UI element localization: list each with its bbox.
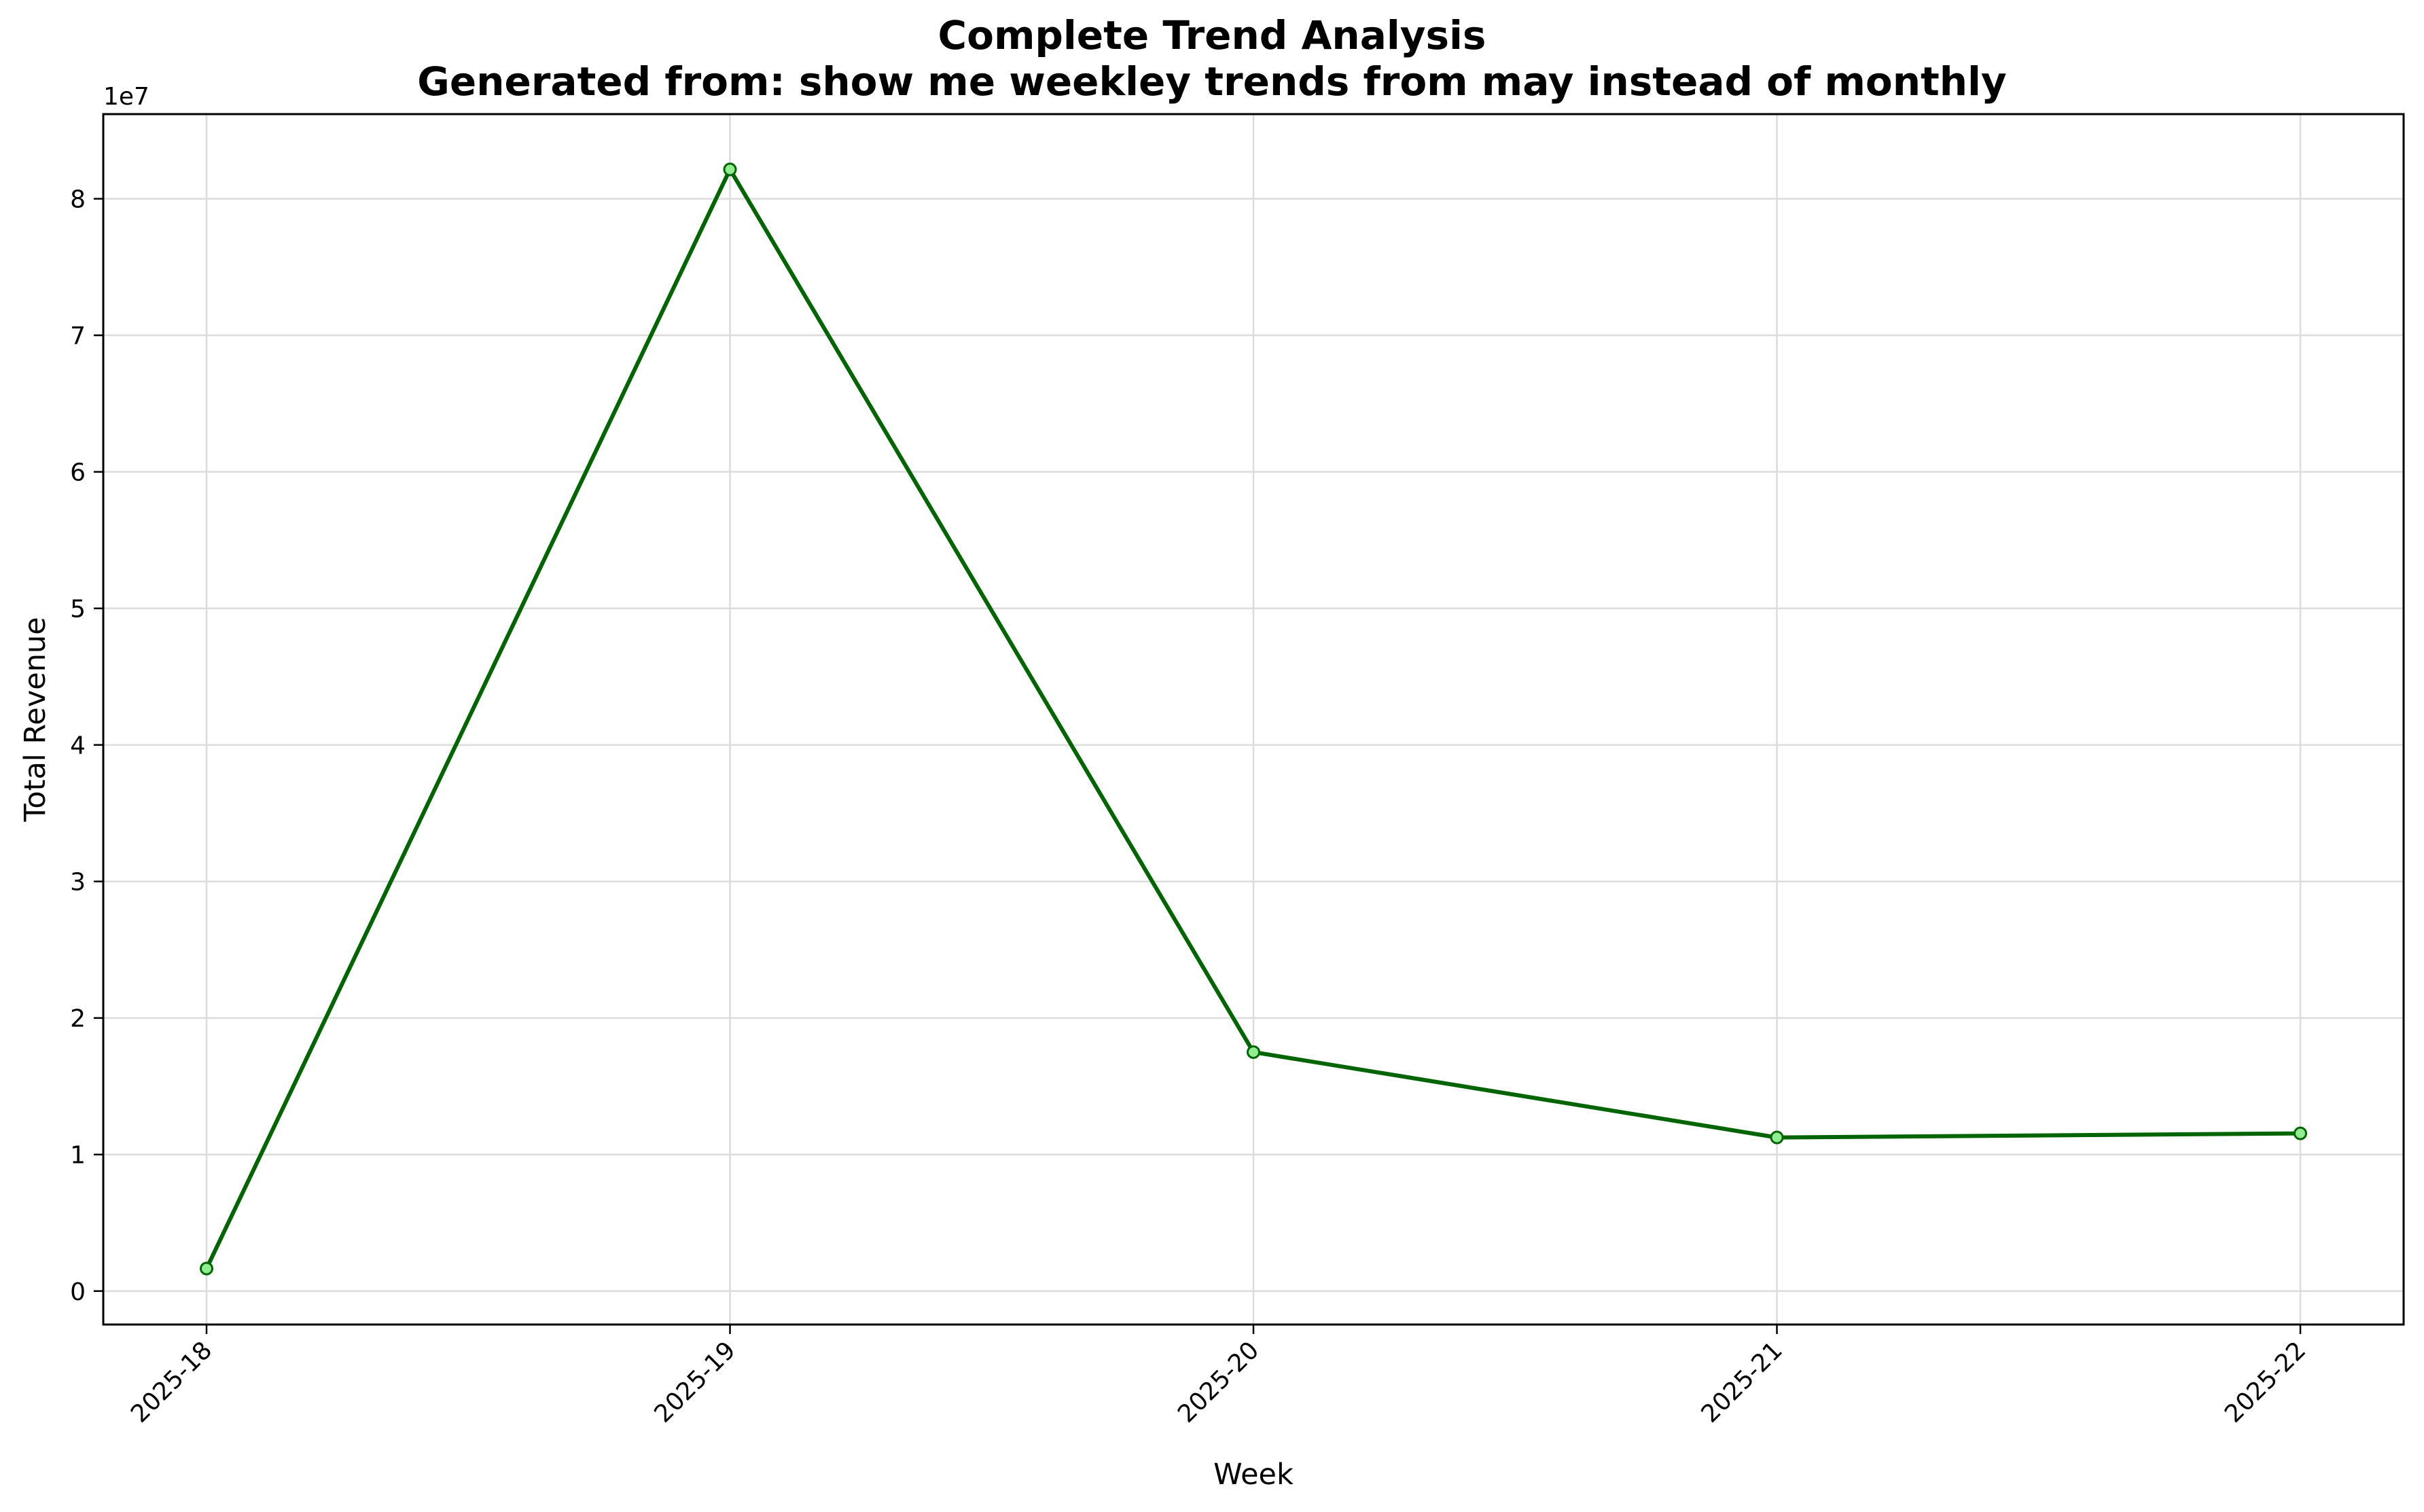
y-tick-label: 3 bbox=[70, 869, 86, 897]
y-axis-label: Total Revenue bbox=[18, 617, 52, 822]
data-point bbox=[2294, 1126, 2307, 1140]
x-tick-label: 2025-18 bbox=[126, 1336, 217, 1428]
y-tick-label: 6 bbox=[70, 459, 86, 487]
y-tick-label: 7 bbox=[70, 323, 86, 350]
series-layer bbox=[200, 162, 2307, 1276]
data-point bbox=[723, 162, 737, 177]
x-tick-label: 2025-20 bbox=[1173, 1336, 1264, 1428]
grid bbox=[103, 114, 2404, 1325]
x-axis-label: Week bbox=[1213, 1458, 1294, 1492]
x-tick-label: 2025-22 bbox=[2220, 1336, 2311, 1428]
y-tick-label: 2 bbox=[70, 1005, 86, 1033]
y-tick-label: 4 bbox=[70, 732, 86, 760]
y-tick-label: 5 bbox=[70, 596, 86, 624]
y-tick-label: 0 bbox=[70, 1278, 86, 1306]
x-tick-label: 2025-19 bbox=[649, 1336, 741, 1428]
y-tick-label: 8 bbox=[70, 186, 86, 214]
data-point bbox=[200, 1261, 213, 1276]
data-point bbox=[1247, 1045, 1260, 1059]
y-tick-label: 1 bbox=[70, 1142, 86, 1170]
chart-title: Complete Trend Analysis bbox=[938, 12, 1486, 58]
data-point bbox=[1770, 1130, 1784, 1145]
y-axis-offset-label: 1e7 bbox=[103, 83, 149, 111]
ticks: 0 1 2 3 4 5 6 7 8 2025-18 2025-19 2025-20 2025-21 202… bbox=[70, 186, 2311, 1428]
x-tick-label: 2025-21 bbox=[1696, 1336, 1788, 1428]
chart-subtitle: Generated from: show me weekley trends f… bbox=[417, 58, 2006, 105]
